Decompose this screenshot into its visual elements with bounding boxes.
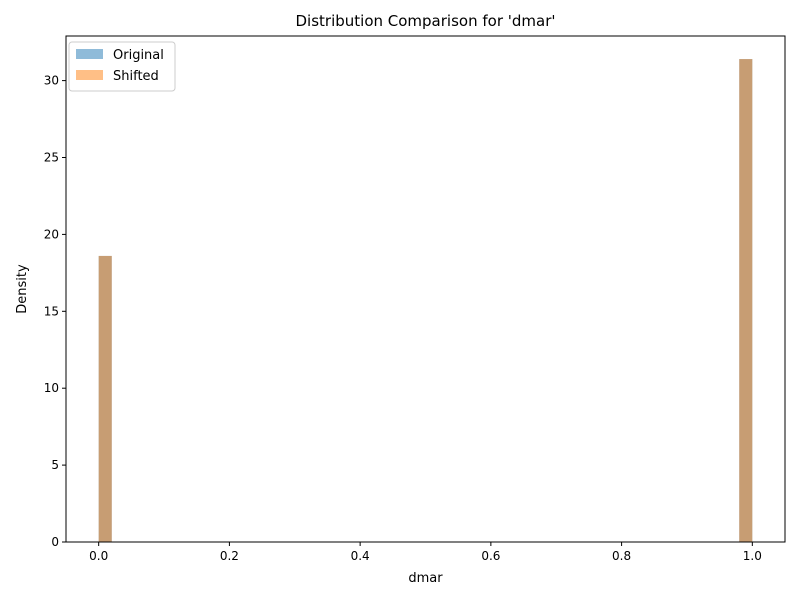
chart-title: Distribution Comparison for 'dmar' [296, 12, 556, 30]
bar-shifted-1 [739, 59, 753, 542]
bar-shifted-0 [98, 255, 112, 542]
legend-swatch-shifted [76, 70, 103, 80]
x-tick-label: 1.0 [743, 549, 762, 563]
legend: Original Shifted [68, 41, 176, 92]
bars-layer [98, 59, 753, 542]
x-tick-label: 0.6 [481, 549, 500, 563]
y-tick-label: 15 [44, 304, 59, 318]
y-tick-label: 10 [44, 381, 59, 395]
plot-frame [65, 35, 786, 543]
legend-label-original: Original [113, 48, 164, 63]
legend-label-shifted: Shifted [113, 69, 159, 84]
y-tick-label: 25 [44, 151, 59, 165]
y-tick-label: 0 [51, 535, 59, 549]
x-tick-label: 0.2 [220, 549, 239, 563]
x-tick-label: 0.0 [89, 549, 108, 563]
legend-swatch-original [76, 49, 103, 59]
y-axis: 0 5 10 15 20 25 30 [44, 74, 66, 549]
y-axis-label: Density [15, 264, 30, 314]
x-axis-label: dmar [408, 571, 443, 586]
y-tick-label: 5 [51, 458, 59, 472]
x-tick-label: 0.4 [351, 549, 370, 563]
x-tick-label: 0.8 [612, 549, 631, 563]
y-tick-label: 20 [44, 227, 59, 241]
y-tick-label: 30 [44, 74, 59, 88]
x-axis: 0.0 0.2 0.4 0.6 0.8 1.0 [89, 542, 762, 563]
